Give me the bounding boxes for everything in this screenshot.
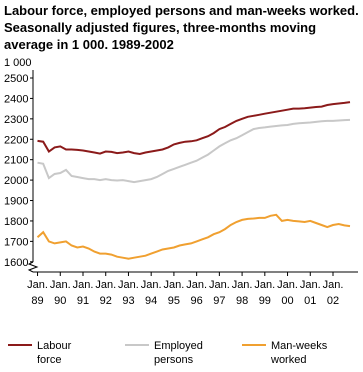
- series-line: [37, 101, 351, 156]
- y-tick-label: 1600: [4, 257, 28, 269]
- x-tick-label: Jan. 93: [118, 279, 139, 307]
- legend-label: Employed persons: [154, 340, 203, 366]
- chart-title: Labour force, employed persons and man-w…: [4, 3, 359, 52]
- x-tick-label: Jan. 89: [27, 279, 48, 307]
- x-tick-label: Jan. 99: [254, 279, 275, 307]
- x-tick-label: Jan. 90: [50, 279, 71, 307]
- y-tick-label: 2500: [4, 73, 28, 85]
- y-tick-label: 2300: [4, 114, 28, 126]
- x-tick-label: Jan. 95: [164, 279, 185, 307]
- axis-break: [27, 261, 39, 273]
- x-tick-label: Jan. 96: [186, 279, 207, 307]
- series-line: [36, 213, 351, 260]
- y-tick-label: 2200: [4, 134, 28, 146]
- x-tick-label: Jan. 00: [277, 279, 298, 307]
- y-tick-label: 2400: [4, 93, 28, 105]
- x-tick-label: Jan. 97: [209, 279, 230, 307]
- y-tick-label: 1800: [4, 216, 28, 228]
- x-tick-label: Jan. 92: [95, 279, 116, 307]
- y-tick-label: 1700: [4, 236, 28, 248]
- y-axis-label: 1 000: [4, 57, 32, 69]
- legend-label: Man-weeks worked: [270, 340, 328, 366]
- y-tick-label: 2000: [4, 175, 28, 187]
- x-tick-label: Jan. 91: [73, 279, 94, 307]
- x-tick-label: Jan. 01: [300, 279, 321, 307]
- y-tick-label: 2100: [4, 155, 28, 167]
- series-line: [37, 118, 351, 184]
- legend-label: Labour force: [37, 340, 72, 366]
- y-tick-label: 1900: [4, 196, 28, 208]
- x-tick-label: Jan. 94: [141, 279, 162, 307]
- x-tick-label: Jan. 02: [323, 279, 344, 307]
- x-tick-label: Jan. 98: [232, 279, 253, 307]
